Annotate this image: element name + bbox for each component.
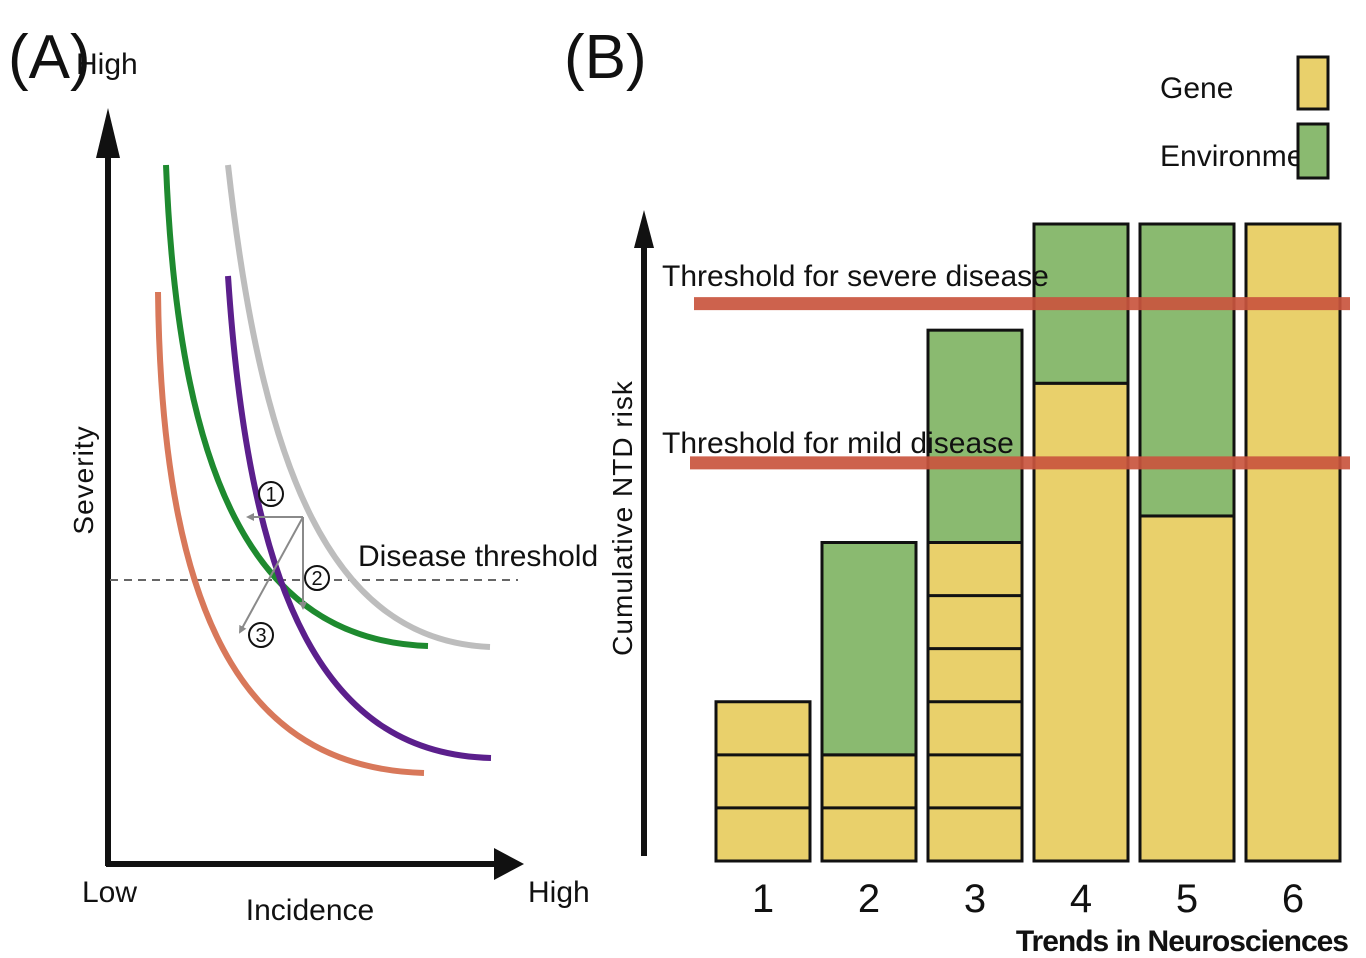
x-tick-3: 3 <box>964 877 986 921</box>
panel-a: (A) High Severity Low Incidence High Dis… <box>8 23 598 927</box>
x-tick-6: 6 <box>1282 877 1304 921</box>
x-tick-4: 4 <box>1070 877 1092 921</box>
marker-2-label: 2 <box>311 568 322 590</box>
curve-purple <box>225 275 492 761</box>
panel-b-label: (B) <box>564 23 647 92</box>
severe-threshold-label: Threshold for severe disease <box>662 260 1049 293</box>
legend-gene-label: Gene <box>1160 72 1233 105</box>
bar-6-gene <box>1244 222 1342 863</box>
x-tick-1: 1 <box>752 877 774 921</box>
panel-a-label: (A) <box>8 23 91 92</box>
y-axis-high-label: High <box>76 48 138 81</box>
x-axis-arrowhead <box>494 848 524 880</box>
journal-footer: Trends in Neurosciences <box>1016 925 1348 958</box>
bar-1-gene <box>714 700 812 863</box>
y-axis-label: Severity <box>68 425 99 534</box>
marker-3-label: 3 <box>255 625 266 647</box>
curve-orange <box>155 291 425 776</box>
arrow-3 <box>239 516 304 634</box>
mild-threshold-label: Threshold for mild disease <box>662 427 1014 460</box>
x-axis-low-label: Low <box>82 876 137 909</box>
legend-gene-swatch <box>1296 55 1330 111</box>
panel-b: (B) Gene Environment Cumulative NTD risk… <box>564 23 1350 958</box>
legend-environment-swatch <box>1296 122 1330 180</box>
x-tick-labels: 1 2 3 4 5 6 <box>752 877 1304 921</box>
bar-3-environment <box>926 328 1024 544</box>
shift-arrows <box>239 513 307 634</box>
bar-5-gene <box>1138 514 1236 863</box>
b-y-axis-arrowhead <box>634 210 654 248</box>
bar-2-environment <box>820 541 918 757</box>
marker-1: 1 <box>258 481 284 507</box>
legend: Gene Environment <box>1160 55 1330 180</box>
y-axis-arrowhead <box>96 108 120 158</box>
curve-green <box>163 164 429 649</box>
bars <box>714 222 1342 863</box>
bar-5-environment <box>1138 222 1236 518</box>
b-y-axis-label: Cumulative NTD risk <box>607 380 638 656</box>
bar-4-gene <box>1032 381 1130 863</box>
marker-3: 3 <box>248 622 274 648</box>
x-axis-high-label: High <box>528 876 590 909</box>
marker-1-label: 1 <box>265 484 276 506</box>
curve-gray <box>225 164 491 650</box>
marker-2: 2 <box>304 565 330 591</box>
x-tick-2: 2 <box>858 877 880 921</box>
x-axis-label: Incidence <box>246 894 374 927</box>
disease-threshold-label: Disease threshold <box>358 540 598 573</box>
x-tick-5: 5 <box>1176 877 1198 921</box>
